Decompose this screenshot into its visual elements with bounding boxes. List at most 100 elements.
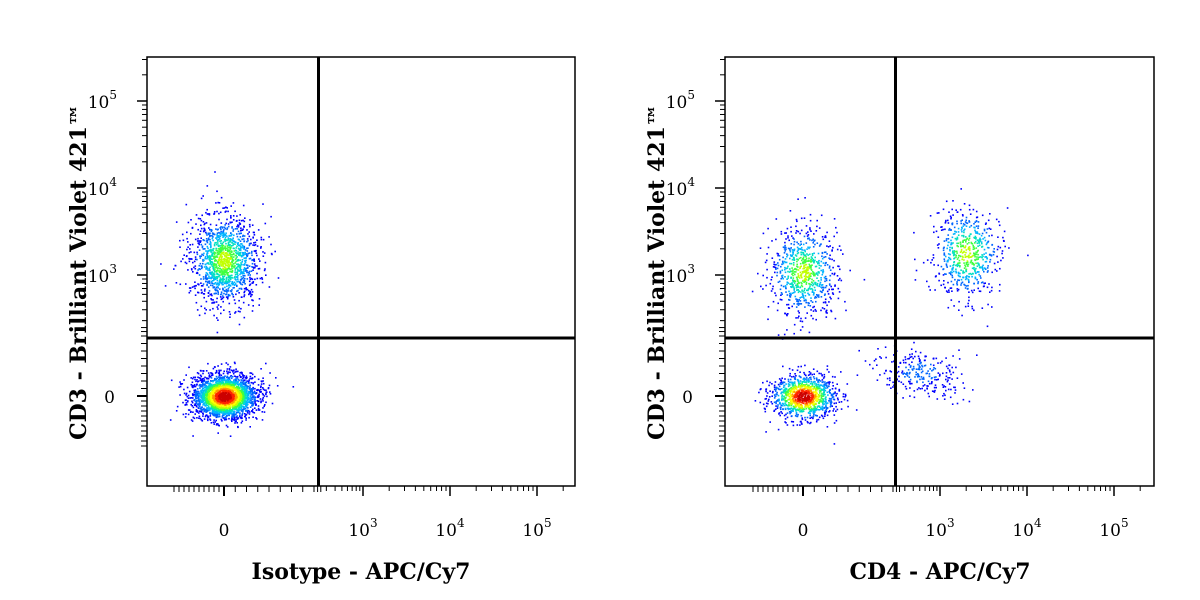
data-point: [211, 397, 213, 400]
data-point: [226, 281, 228, 283]
data-point: [810, 261, 812, 263]
data-point: [198, 412, 200, 414]
data-point: [787, 265, 789, 268]
data-point: [823, 276, 826, 279]
data-point: [178, 386, 180, 388]
data-point: [217, 304, 220, 306]
data-point: [950, 299, 953, 301]
data-point: [245, 419, 247, 421]
data-point: [250, 252, 253, 254]
data-point: [956, 211, 959, 213]
data-point: [212, 413, 214, 416]
data-point: [220, 312, 222, 315]
data-point: [229, 388, 232, 390]
data-point: [999, 267, 1001, 270]
data-point: [811, 264, 813, 266]
data-point: [264, 261, 267, 264]
data-point: [775, 294, 777, 297]
data-point: [227, 381, 229, 384]
data-point: [211, 229, 213, 231]
data-point: [183, 254, 185, 256]
data-point: [185, 262, 188, 265]
data-point: [247, 247, 249, 249]
data-point: [821, 284, 823, 286]
data-point: [214, 415, 216, 417]
data-point: [805, 266, 807, 269]
data-point: [219, 211, 222, 214]
data-point: [232, 294, 234, 296]
data-point: [825, 309, 828, 312]
data-point: [804, 259, 806, 261]
data-point: [234, 382, 237, 385]
data-point: [215, 375, 218, 378]
data-point: [160, 263, 162, 265]
data-point: [213, 292, 216, 295]
data-point: [209, 261, 212, 264]
data-point: [257, 229, 260, 231]
data-point: [212, 299, 214, 301]
data-point: [198, 405, 201, 408]
data-point: [784, 285, 787, 287]
data-point: [223, 393, 225, 396]
data-point: [799, 244, 801, 246]
data-point: [262, 380, 264, 382]
data-point: [767, 318, 769, 321]
data-point: [211, 274, 213, 276]
data-point: [784, 250, 786, 252]
data-point: [212, 409, 215, 412]
data-point: [229, 239, 231, 242]
data-point: [243, 253, 245, 256]
data-point: [242, 394, 244, 396]
data-point: [824, 251, 827, 253]
data-point: [223, 410, 225, 412]
data-point: [221, 246, 223, 249]
data-point: [218, 262, 220, 265]
data-point: [218, 231, 220, 234]
data-point: [249, 375, 252, 378]
data-point: [190, 251, 192, 253]
data-point: [233, 406, 235, 408]
data-point: [805, 299, 807, 302]
data-point: [236, 252, 238, 255]
data-point: [212, 380, 214, 383]
data-point: [950, 217, 952, 220]
data-point: [821, 236, 824, 238]
data-point: [816, 282, 819, 285]
data-point: [249, 290, 252, 293]
data-point: [817, 274, 819, 276]
data-point: [259, 391, 262, 393]
data-point: [191, 258, 193, 260]
data-point: [215, 414, 218, 417]
data-point: [245, 390, 247, 392]
data-point: [186, 386, 189, 389]
data-point: [227, 248, 229, 250]
data-point: [789, 210, 792, 212]
data-point: [797, 198, 799, 200]
data-point: [215, 247, 217, 250]
data-point: [214, 421, 216, 423]
data-point: [212, 233, 214, 236]
data-point: [779, 298, 782, 301]
data-point: [205, 274, 207, 276]
data-point: [217, 201, 219, 204]
data-point: [225, 281, 227, 283]
data-point: [791, 235, 793, 237]
data-point: [214, 378, 217, 381]
data-point: [213, 233, 216, 236]
data-point: [209, 309, 211, 311]
data-point: [238, 374, 241, 376]
data-point: [828, 240, 831, 242]
data-point: [209, 284, 212, 287]
data-point: [191, 286, 194, 288]
data-point: [205, 265, 208, 268]
data-point: [804, 249, 806, 252]
data-point: [252, 266, 254, 269]
data-point: [812, 238, 814, 241]
data-point: [243, 386, 245, 389]
data-point: [244, 260, 246, 263]
data-point: [196, 240, 199, 242]
data-point: [252, 408, 254, 411]
data-point: [242, 408, 244, 411]
data-point: [193, 266, 195, 269]
data-point: [225, 264, 227, 267]
